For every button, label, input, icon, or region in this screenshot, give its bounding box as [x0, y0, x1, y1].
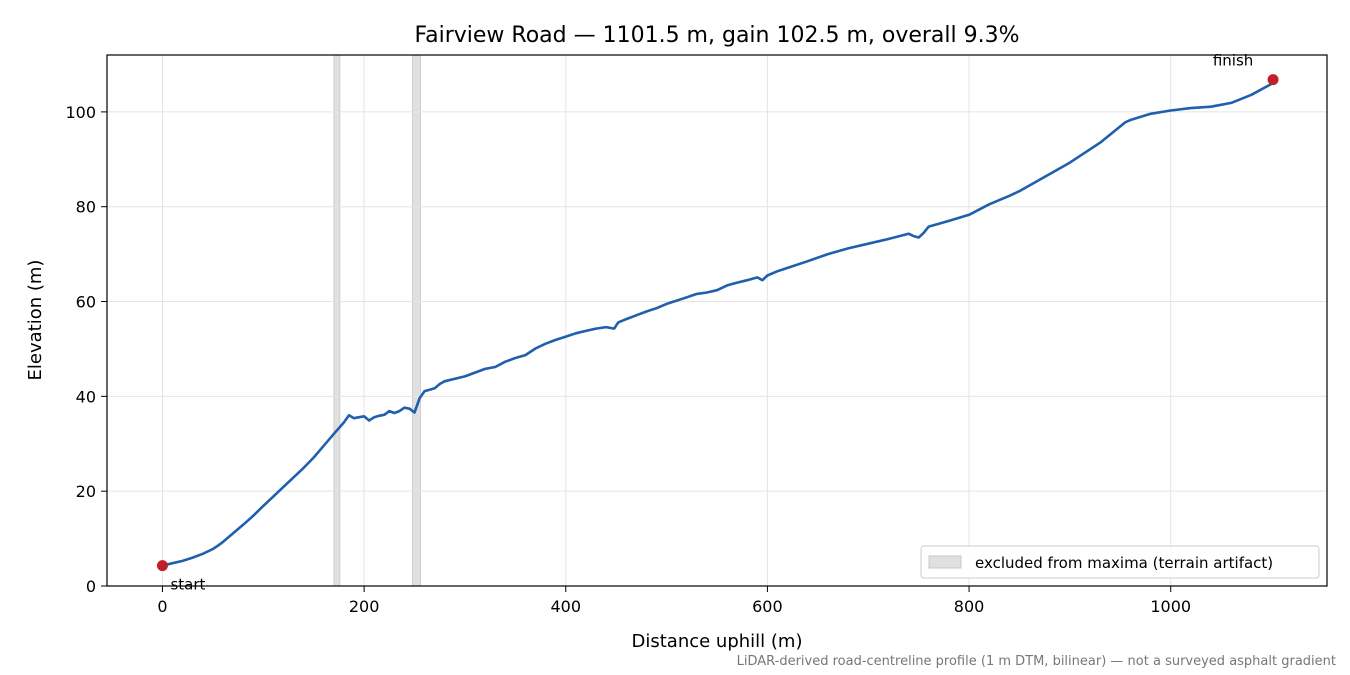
excluded-band-1 — [333, 54, 341, 587]
y-tick-label: 0 — [86, 577, 96, 596]
y-tick-label: 60 — [76, 293, 96, 312]
endpoint-markers: start finish — [156, 52, 1279, 594]
y-axis-label: Elevation (m) — [25, 260, 46, 381]
x-tick-label: 400 — [550, 597, 581, 616]
x-tick-label: 800 — [954, 597, 985, 616]
finish-marker — [1267, 74, 1279, 86]
x-tick-label: 0 — [157, 597, 167, 616]
plot-frame — [106, 54, 1328, 587]
elevation-line — [161, 78, 1275, 567]
x-axis-ticks: 0 200 400 600 800 1000 — [157, 586, 1191, 616]
excluded-band-2 — [412, 54, 421, 587]
legend-entry-label: excluded from maxima (terrain artifact) — [975, 554, 1273, 572]
x-tick-label: 200 — [349, 597, 380, 616]
start-marker — [156, 560, 168, 572]
legend: excluded from maxima (terrain artifact) — [920, 545, 1320, 579]
legend-box — [920, 545, 1320, 579]
y-tick-label: 100 — [65, 103, 96, 122]
elevation-series — [161, 78, 1275, 567]
footnote: LiDAR-derived road-centreline profile (1… — [737, 654, 1336, 669]
y-axis-ticks: 0 20 40 60 80 100 — [65, 103, 107, 596]
finish-label: finish — [1213, 52, 1253, 70]
x-tick-label: 600 — [752, 597, 783, 616]
x-tick-label: 1000 — [1150, 597, 1191, 616]
x-axis-label: Distance uphill (m) — [632, 631, 803, 652]
y-tick-label: 20 — [76, 482, 96, 501]
start-label: start — [170, 576, 205, 594]
y-tick-label: 80 — [76, 198, 96, 217]
chart-title: Fairview Road — 1101.5 m, gain 102.5 m, … — [414, 23, 1019, 48]
legend-swatch — [928, 555, 962, 569]
y-tick-label: 40 — [76, 387, 96, 406]
